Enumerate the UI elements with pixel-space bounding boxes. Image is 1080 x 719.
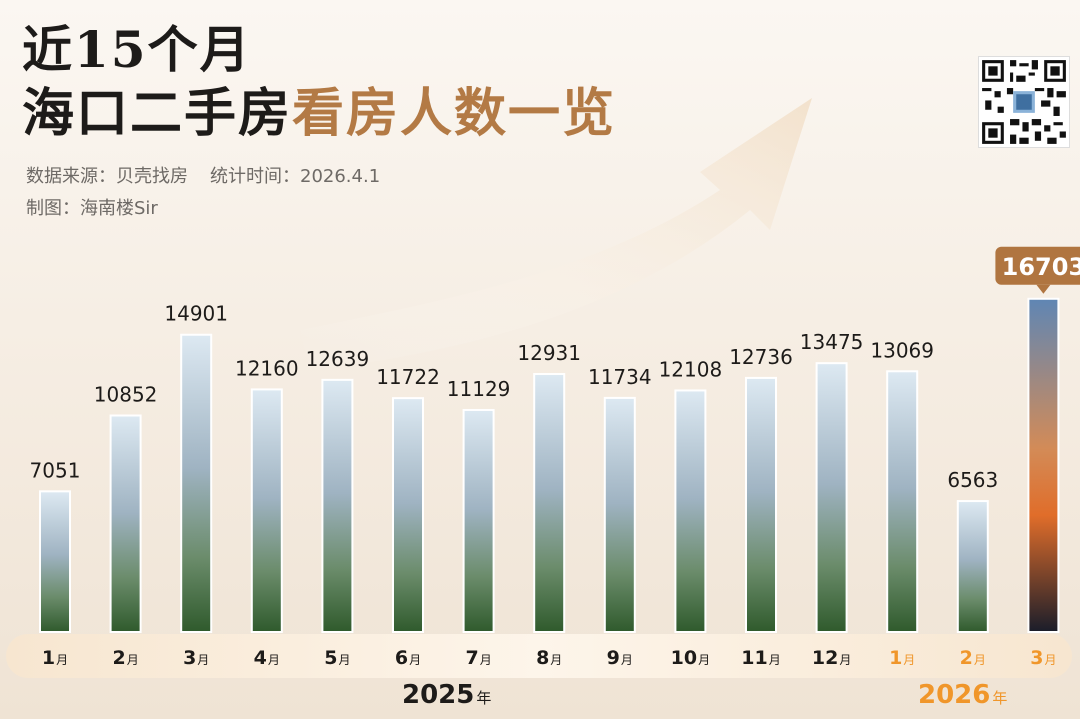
stat-time-text: 统计时间：2026.4.1: [210, 166, 381, 187]
month-tick-label: 2月: [960, 647, 986, 669]
bar: [39, 490, 71, 633]
month-tick-label: 11月: [741, 647, 780, 669]
month-tick-label: 10月: [671, 647, 710, 669]
month-tick-label: 6月: [395, 647, 421, 669]
bar: [745, 376, 777, 634]
month-tick-label: 1月: [889, 647, 915, 669]
bar-value-label: 12108: [659, 357, 723, 381]
bar: [956, 500, 989, 633]
month-tick-label: 1月: [42, 647, 68, 669]
bar-value-label: 11734: [588, 365, 652, 389]
source-line: 数据来源：贝壳找房 统计时间：2026.4.1: [26, 162, 380, 188]
title-main-text: 海口二手房: [22, 83, 293, 144]
bar: [462, 408, 495, 633]
month-tick-label: 4月: [254, 647, 280, 669]
month-tick-label: 2月: [112, 647, 138, 669]
year-label-2026: 2026 年: [918, 680, 1008, 710]
bar: [109, 414, 142, 633]
bar: [674, 389, 707, 633]
data-source-text: 数据来源：贝壳找房: [26, 166, 188, 187]
year-label-2025: 2025 年: [402, 680, 492, 710]
bar: [815, 362, 848, 633]
bar-value-label: 13069: [870, 338, 934, 362]
bar: [321, 378, 354, 634]
bar-value-label: 16703: [1002, 253, 1080, 281]
bar: [180, 333, 213, 633]
highlight-badge-pointer: [1036, 284, 1051, 294]
bar-value-label: 12736: [729, 345, 793, 369]
month-axis-pill: [6, 634, 1072, 678]
bar: [533, 373, 566, 633]
bar-value-label: 14901: [164, 302, 228, 326]
bar: [392, 397, 424, 633]
bar-value-label: 6563: [947, 468, 998, 492]
month-tick-label: 7月: [465, 647, 491, 669]
bar: [603, 396, 636, 634]
page-title-line2: 海口二手房看房人数一览: [22, 82, 616, 146]
title-accent-text: 看房人数一览: [292, 83, 617, 144]
bar-value-label: 7051: [30, 458, 81, 482]
credit-text: 制图：海南楼Sir: [26, 198, 158, 219]
bar-value-label: 12639: [306, 347, 370, 371]
bar: [250, 388, 283, 633]
month-tick-label: 3月: [183, 647, 209, 669]
bar: [1027, 297, 1060, 633]
bar-value-label: 10852: [94, 383, 158, 407]
month-tick-label: 5月: [324, 647, 350, 669]
highlight-value-badge: [995, 246, 1080, 285]
bar-value-label: 11129: [447, 377, 511, 401]
page-title-line1: 近15个月: [22, 20, 252, 79]
qr-code-icon: [978, 56, 1070, 148]
bar-value-label: 11722: [376, 365, 440, 389]
month-tick-label: 12月: [812, 647, 851, 669]
bar-value-label: 12931: [517, 341, 581, 365]
month-tick-label: 8月: [536, 647, 562, 669]
bar-value-label: 12160: [235, 356, 299, 380]
month-tick-label: 3月: [1030, 647, 1056, 669]
bar-value-label: 13475: [800, 330, 864, 354]
month-tick-label: 9月: [607, 647, 633, 669]
bar: [886, 370, 919, 633]
